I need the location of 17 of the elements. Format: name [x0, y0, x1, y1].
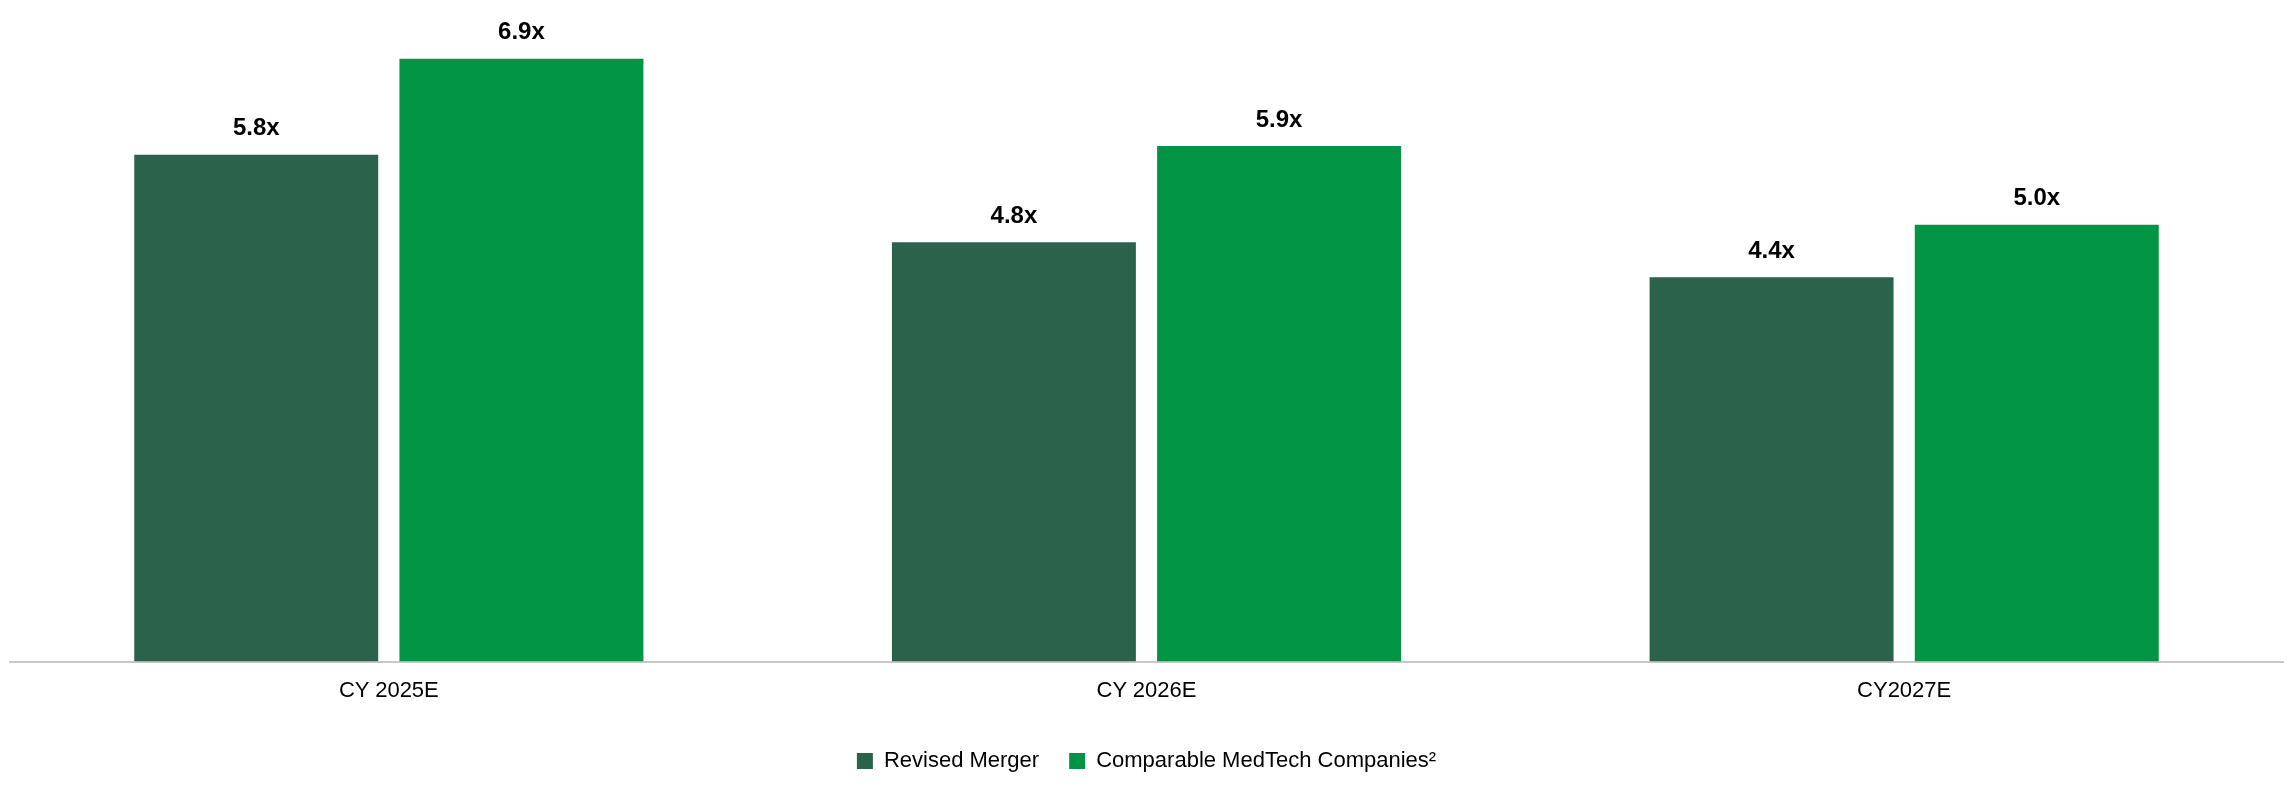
legend-label: Revised Merger	[883, 747, 1040, 773]
data-label: 4.4x	[1748, 235, 1796, 263]
data-label: 5.0x	[2013, 183, 2061, 211]
data-label: 6.9x	[498, 17, 546, 45]
legend-label: Comparable MedTech Companies²	[1096, 747, 1437, 773]
data-label: 5.8x	[232, 113, 281, 141]
bar	[399, 58, 644, 662]
data-label: 4.8x	[990, 200, 1038, 228]
data-label: 5.9x	[1255, 104, 1304, 132]
bar	[1649, 277, 1894, 662]
bar	[1157, 146, 1402, 662]
bar	[1914, 224, 2159, 662]
bar	[891, 242, 1136, 662]
x-tick-label: CY2027E	[1857, 676, 1952, 702]
x-tick-label: CY 2026E	[1096, 676, 1197, 702]
x-tick-label: CY 2025E	[338, 676, 439, 702]
bar	[134, 154, 379, 662]
